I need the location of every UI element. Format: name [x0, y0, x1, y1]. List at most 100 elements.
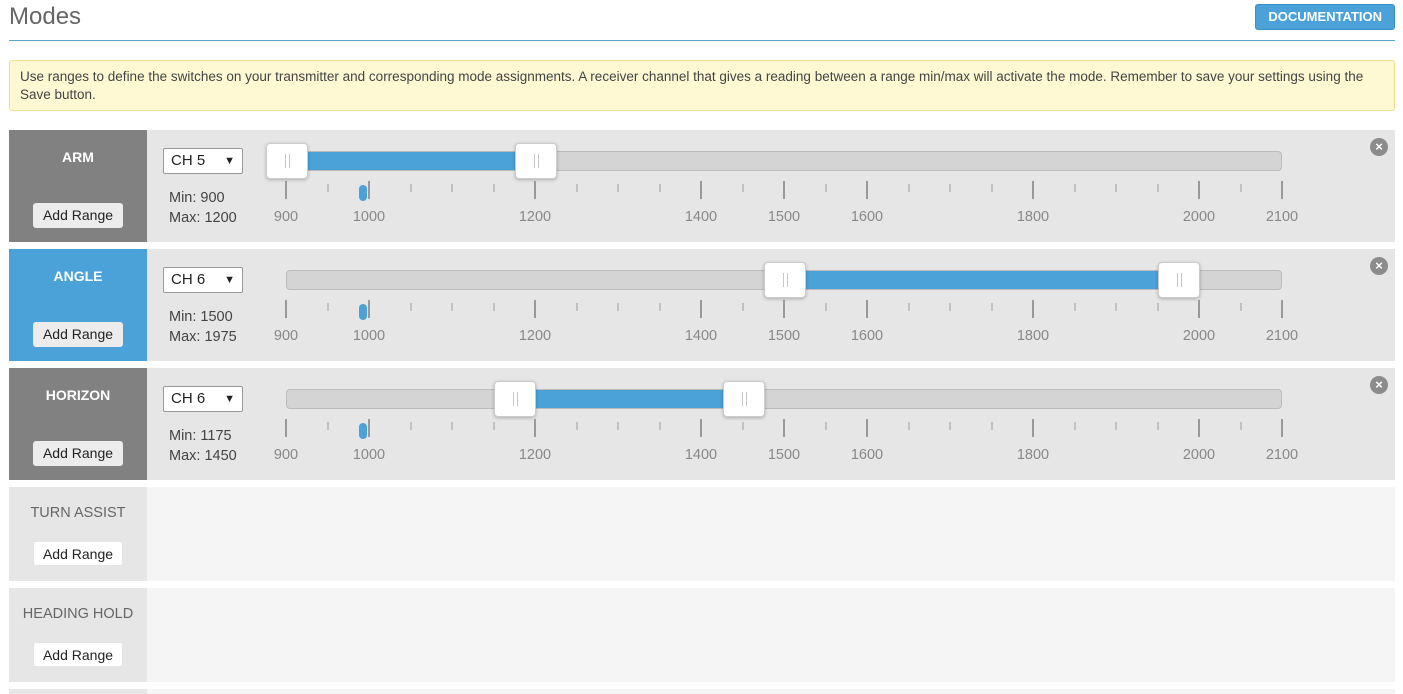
minor-tick — [658, 422, 661, 430]
mode-name: TURN ASSIST — [30, 505, 126, 521]
minor-tick — [949, 303, 951, 311]
range-min-handle[interactable] — [266, 143, 308, 179]
tick-label: 1000 — [352, 209, 386, 225]
range-max: Max: 1200 — [169, 210, 237, 226]
mode-label-panel: ANGLE Add Range — [9, 249, 147, 361]
page-title: Modes — [9, 3, 82, 30]
channel-value: CH 6 — [171, 271, 206, 288]
tick-label: 1200 — [518, 209, 552, 225]
minor-tick — [492, 422, 495, 430]
major-tick — [700, 300, 702, 318]
range-values: Min: 900 Max: 1200 — [169, 188, 249, 228]
minor-tick — [1239, 184, 1242, 192]
minor-tick — [451, 422, 453, 430]
major-tick — [1198, 300, 1200, 318]
range-slider[interactable] — [266, 143, 1282, 179]
minor-tick — [1073, 303, 1076, 311]
range-max: Max: 1975 — [169, 329, 237, 345]
tick-label: 900 — [273, 209, 299, 225]
minor-tick — [1073, 184, 1076, 192]
page-header: Modes DOCUMENTATION — [9, 0, 1395, 41]
major-tick — [866, 300, 868, 318]
major-tick — [1198, 181, 1200, 199]
mode-label-panel: HEADING HOLD Add Range — [9, 588, 147, 682]
documentation-button[interactable]: DOCUMENTATION — [1255, 4, 1395, 30]
tick-label: 2000 — [1182, 328, 1216, 344]
major-tick — [368, 181, 370, 199]
range-values: Min: 1175 Max: 1450 — [169, 426, 249, 466]
minor-tick — [824, 422, 827, 430]
range-max: Max: 1450 — [169, 448, 237, 464]
major-tick — [368, 300, 370, 318]
major-tick — [534, 300, 536, 318]
add-range-button[interactable]: Add Range — [33, 203, 123, 228]
minor-tick — [326, 184, 329, 192]
major-tick — [1032, 419, 1034, 437]
major-tick — [866, 419, 868, 437]
channel-select[interactable]: CH 6 ▼ — [163, 386, 243, 412]
minor-tick — [907, 303, 910, 311]
add-range-button[interactable]: Add Range — [33, 322, 123, 347]
range-max-handle[interactable] — [1158, 262, 1201, 298]
tick-label: 2100 — [1265, 447, 1299, 463]
range-min-handle[interactable] — [764, 262, 806, 298]
minor-tick — [575, 184, 578, 192]
minor-tick — [1115, 303, 1117, 311]
chevron-down-icon: ▼ — [224, 393, 235, 405]
tick-label: 1800 — [1016, 447, 1050, 463]
minor-tick — [1156, 303, 1159, 311]
mode-horizon: HORIZON Add Range CH 6 ▼ Min: 1175 Max: … — [9, 368, 1395, 480]
minor-tick — [492, 184, 495, 192]
tick-label: 1500 — [767, 209, 801, 225]
current-value-marker — [359, 304, 367, 320]
mode-arm: ARM Add Range CH 5 ▼ Min: 900 Max: 1200 … — [9, 130, 1395, 242]
minor-tick — [1115, 422, 1117, 430]
minor-tick — [658, 303, 661, 311]
close-circle-icon[interactable]: × — [1370, 138, 1388, 156]
minor-tick — [409, 422, 412, 430]
minor-tick — [741, 184, 744, 192]
range-values: Min: 1500 Max: 1975 — [169, 307, 249, 347]
minor-tick — [1239, 303, 1242, 311]
tick-label: 1000 — [352, 447, 386, 463]
add-range-button[interactable]: Add Range — [33, 441, 123, 466]
range-max-handle[interactable] — [515, 143, 557, 179]
major-tick — [783, 300, 785, 318]
mode-next — [9, 689, 1395, 694]
minor-tick — [1156, 422, 1159, 430]
range-slider[interactable] — [286, 381, 1282, 417]
chevron-down-icon: ▼ — [224, 155, 235, 167]
tick-label: 2100 — [1265, 209, 1299, 225]
tick-label: 900 — [273, 447, 299, 463]
minor-tick — [575, 303, 578, 311]
tick-label: 1200 — [518, 447, 552, 463]
minor-tick — [907, 184, 910, 192]
add-range-button[interactable]: Add Range — [33, 642, 123, 667]
tick-label: 1600 — [850, 209, 884, 225]
range-max-handle[interactable] — [722, 381, 765, 417]
minor-tick — [409, 303, 412, 311]
minor-tick — [658, 184, 661, 192]
mode-name: ANGLE — [53, 268, 103, 284]
tick-label: 1800 — [1016, 209, 1050, 225]
tick-label: 2100 — [1265, 328, 1299, 344]
tick-label: 1500 — [767, 447, 801, 463]
add-range-button[interactable]: Add Range — [33, 541, 123, 566]
channel-select[interactable]: CH 5 ▼ — [163, 148, 243, 174]
tick-label: 1400 — [684, 447, 718, 463]
tick-label: 1600 — [850, 447, 884, 463]
minor-tick — [451, 184, 453, 192]
tick-label: 2000 — [1182, 209, 1216, 225]
major-tick — [285, 300, 287, 318]
range-slider[interactable] — [286, 262, 1282, 298]
range-min-handle[interactable] — [494, 381, 537, 417]
minor-tick — [907, 422, 910, 430]
close-circle-icon[interactable]: × — [1370, 257, 1388, 275]
major-tick — [700, 419, 702, 437]
minor-tick — [492, 303, 495, 311]
mode-label-panel: TURN ASSIST Add Range — [9, 487, 147, 581]
close-circle-icon[interactable]: × — [1370, 376, 1388, 394]
major-tick — [1281, 300, 1283, 318]
tick-label: 1000 — [352, 328, 386, 344]
channel-select[interactable]: CH 6 ▼ — [163, 267, 243, 293]
